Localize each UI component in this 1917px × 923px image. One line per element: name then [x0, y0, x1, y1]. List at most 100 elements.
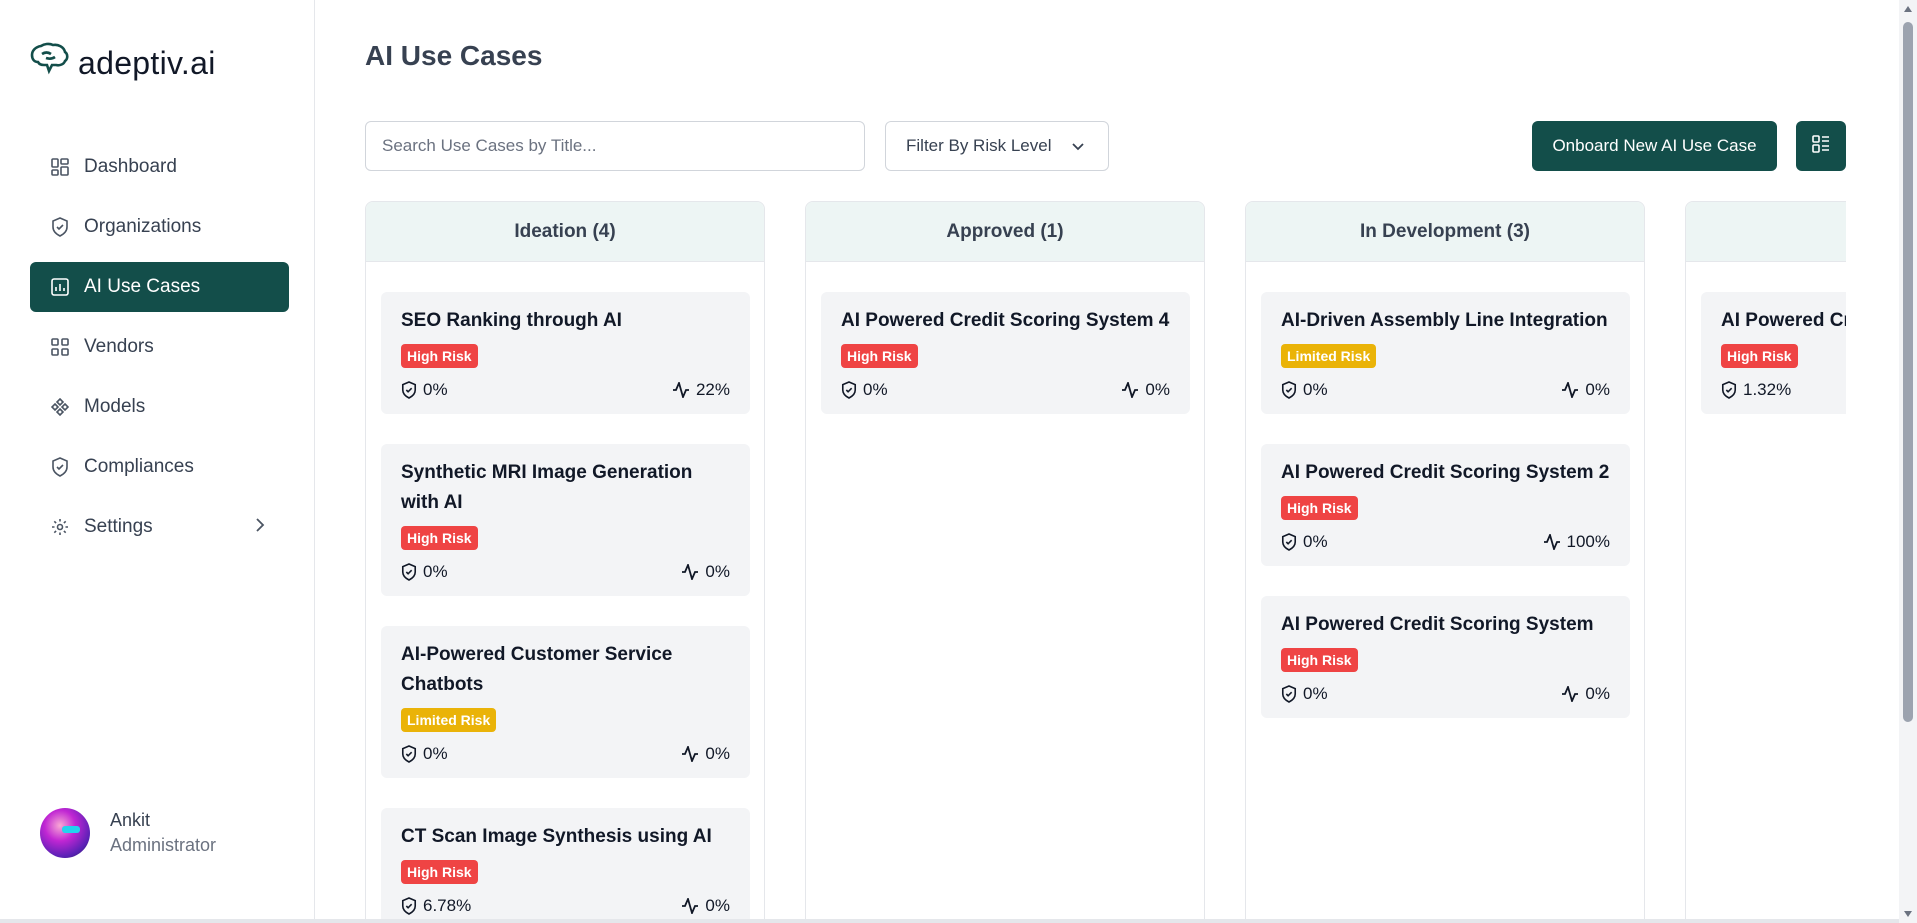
progress-metric: 22% — [672, 380, 730, 400]
card-title: SEO Ranking through AI — [401, 310, 622, 331]
column-cards: SEO Ranking through AI High Risk 0% 22% Synt… — [366, 262, 764, 923]
kanban-column: Approved (1) AI Powered Credit Scoring Sy… — [805, 201, 1205, 923]
sidebar-item-compliances[interactable]: Compliances — [30, 442, 289, 492]
card-metrics: 0% 22% — [401, 380, 730, 400]
brain-logo-icon — [30, 42, 70, 85]
card-metrics: 0% 0% — [401, 562, 730, 582]
activity-icon — [1561, 382, 1579, 398]
card-title: AI Powered Credit Scoring System 2 — [1281, 462, 1610, 483]
scroll-thumb[interactable] — [1903, 22, 1913, 722]
sidebar-item-ai-use-cases[interactable]: AI Use Cases — [30, 262, 289, 312]
card-metrics: 0% 0% — [1281, 380, 1610, 400]
activity-icon — [681, 746, 699, 762]
shield-check-icon — [841, 381, 857, 399]
scroll-down-icon[interactable] — [1904, 911, 1912, 917]
compliance-value: 0% — [423, 744, 448, 763]
compliance-value: 1.32% — [1743, 380, 1792, 399]
sidebar-nav: Dashboard Organizations AI Use Cases Ven… — [30, 142, 289, 562]
progress-metric: 0% — [1121, 380, 1170, 400]
card-title: AI Powered Credit Scoring System — [1281, 614, 1594, 635]
risk-badge: High Risk — [1721, 344, 1798, 368]
chevron-down-icon — [1070, 138, 1086, 159]
use-case-card[interactable]: CT Scan Image Synthesis using AI High Ris… — [381, 808, 750, 923]
models-icon — [50, 397, 70, 417]
main-content: AI Use Cases Filter By Risk Level Onboar… — [316, 0, 1899, 923]
card-metrics: 0% 0% — [1281, 684, 1610, 704]
use-case-card[interactable]: Synthetic MRI Image Generation with AI Hi… — [381, 444, 750, 596]
column-cards: AI Powered Cr High Risk 1.32% — [1686, 262, 1846, 414]
compliance-metric: 6.78% — [401, 896, 471, 916]
use-case-card[interactable]: AI-Powered Customer Service Chatbots Limi… — [381, 626, 750, 778]
progress-metric: 0% — [681, 896, 730, 916]
page-scrollbar[interactable] — [1899, 0, 1917, 923]
card-metrics: 1.32% — [1721, 380, 1846, 400]
sidebar-item-vendors[interactable]: Vendors — [30, 322, 289, 372]
risk-badge: High Risk — [1281, 496, 1358, 520]
sidebar-item-label: Organizations — [84, 216, 202, 237]
brand-logo[interactable]: adeptiv.ai — [30, 42, 216, 85]
sidebar-item-label: Dashboard — [84, 156, 177, 177]
sidebar-item-label: Models — [84, 396, 146, 417]
compliance-value: 0% — [1303, 684, 1328, 703]
risk-badge: High Risk — [1281, 648, 1358, 672]
shield-check-icon — [1281, 381, 1297, 399]
card-title: CT Scan Image Synthesis using AI — [401, 826, 712, 847]
activity-icon — [681, 564, 699, 580]
shield-icon — [50, 217, 70, 237]
shield-check-icon — [1281, 533, 1297, 551]
progress-value: 0% — [1585, 684, 1610, 703]
dashboard-icon — [50, 157, 70, 177]
grid-icon — [50, 337, 70, 357]
list-view-icon — [1811, 134, 1831, 159]
activity-icon — [1121, 382, 1139, 398]
view-toggle-button[interactable] — [1796, 121, 1846, 171]
activity-icon — [1543, 534, 1561, 550]
user-profile[interactable]: Ankit Administrator — [40, 808, 216, 858]
brand-name: adeptiv.ai — [78, 45, 216, 81]
progress-metric: 100% — [1543, 532, 1610, 552]
progress-metric: 0% — [681, 744, 730, 764]
progress-value: 0% — [705, 562, 730, 581]
kanban-column: In V AI Powered Cr High Risk 1.32% — [1685, 201, 1846, 923]
use-case-card[interactable]: AI-Driven Assembly Line Integration Limit… — [1261, 292, 1630, 414]
shield-check-icon — [1721, 381, 1737, 399]
use-case-card[interactable]: AI Powered Cr High Risk 1.32% — [1701, 292, 1846, 414]
scroll-up-icon[interactable] — [1904, 6, 1912, 12]
page-title: AI Use Cases — [365, 40, 543, 71]
risk-filter-dropdown[interactable]: Filter By Risk Level — [885, 121, 1109, 171]
progress-metric: 0% — [681, 562, 730, 582]
progress-value: 0% — [1585, 380, 1610, 399]
column-title: In V — [1686, 202, 1846, 262]
compliance-value: 0% — [1303, 380, 1328, 399]
onboard-use-case-button[interactable]: Onboard New AI Use Case — [1532, 121, 1777, 171]
card-metrics: 0% 0% — [841, 380, 1170, 400]
shield-check-icon — [401, 745, 417, 763]
search-input[interactable] — [365, 121, 865, 171]
sidebar-item-organizations[interactable]: Organizations — [30, 202, 289, 252]
compliance-metric: 0% — [401, 744, 448, 764]
sidebar-item-label: Settings — [84, 516, 153, 537]
use-case-card[interactable]: AI Powered Credit Scoring System 4 High R… — [821, 292, 1190, 414]
activity-icon — [681, 898, 699, 914]
card-title: AI-Powered Customer Service Chatbots — [401, 644, 673, 695]
card-title: AI Powered Cr — [1721, 310, 1846, 331]
compliance-value: 6.78% — [423, 896, 472, 915]
shield-check-icon — [50, 457, 70, 477]
gear-icon — [50, 517, 70, 537]
use-case-card[interactable]: AI Powered Credit Scoring System High Ris… — [1261, 596, 1630, 718]
column-title: Approved (1) — [806, 202, 1204, 262]
sidebar-item-label: Compliances — [84, 456, 194, 477]
chart-icon — [50, 277, 70, 297]
sidebar-item-settings[interactable]: Settings — [30, 502, 289, 552]
compliance-value: 0% — [1303, 532, 1328, 551]
card-title: AI-Driven Assembly Line Integration — [1281, 310, 1608, 331]
progress-value: 0% — [705, 896, 730, 915]
shield-check-icon — [401, 381, 417, 399]
horizontal-scrollbar[interactable] — [0, 919, 1899, 923]
sidebar-item-models[interactable]: Models — [30, 382, 289, 432]
sidebar-item-dashboard[interactable]: Dashboard — [30, 142, 289, 192]
progress-value: 22% — [695, 380, 730, 399]
progress-value: 0% — [1145, 380, 1170, 399]
use-case-card[interactable]: AI Powered Credit Scoring System 2 High R… — [1261, 444, 1630, 566]
use-case-card[interactable]: SEO Ranking through AI High Risk 0% 22% — [381, 292, 750, 414]
